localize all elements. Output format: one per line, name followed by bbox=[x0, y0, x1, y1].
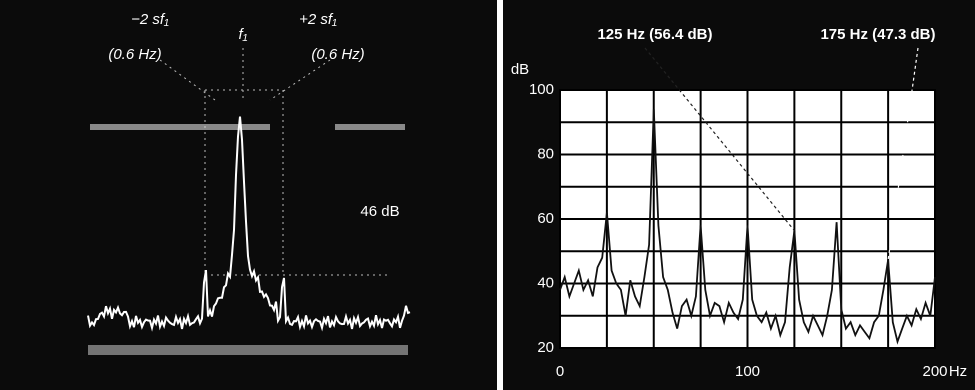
annotation: −2 sf₁ bbox=[131, 11, 169, 28]
x-tick-label: 0 bbox=[556, 363, 564, 380]
x-tick-label: 200 bbox=[922, 363, 947, 380]
y-axis-label: dB bbox=[511, 61, 529, 78]
annotation: +2 sf₁ bbox=[299, 11, 337, 28]
y-tick-label: 80 bbox=[537, 145, 554, 162]
y-tick-label: 60 bbox=[537, 210, 554, 227]
y-tick-label: 100 bbox=[529, 81, 554, 98]
y-tick-label: 20 bbox=[537, 339, 554, 356]
x-tick-label: 100 bbox=[735, 363, 760, 380]
annotation: (0.6 Hz) bbox=[311, 46, 364, 63]
x-axis-label: Hz bbox=[949, 363, 967, 380]
annotation: f₁ bbox=[239, 26, 248, 43]
left-panel bbox=[0, 0, 497, 390]
annotation: 125 Hz (56.4 dB) bbox=[597, 26, 712, 43]
annotation: 175 Hz (47.3 dB) bbox=[820, 26, 935, 43]
y-tick-label: 40 bbox=[537, 274, 554, 291]
annotation: 46 dB bbox=[360, 203, 399, 220]
annotation: (0.6 Hz) bbox=[108, 46, 161, 63]
figure: −2 sf₁ (0.6 Hz) f₁ +2 sf₁ (0.6 Hz) 46 dB 0 100 2… bbox=[0, 0, 975, 390]
